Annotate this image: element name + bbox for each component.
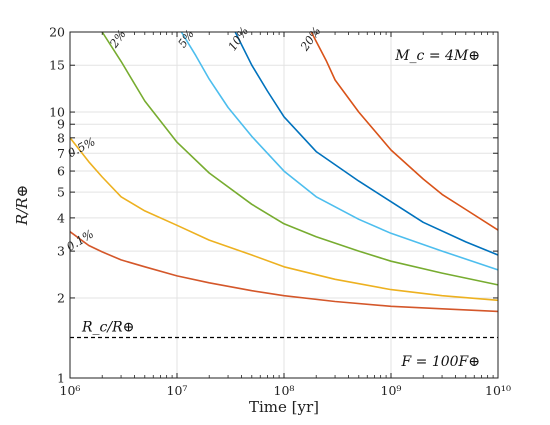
series-layer xyxy=(69,31,499,313)
y-tick-label: 5 xyxy=(57,185,65,200)
x-tick-label: 10⁶ xyxy=(60,383,81,398)
y-tick-label: 15 xyxy=(49,58,65,73)
grid xyxy=(70,32,498,378)
series-label-1: 0.1% xyxy=(64,227,96,254)
y-tick-label: 9 xyxy=(57,117,65,132)
series-line-2 xyxy=(69,137,499,302)
x-tick-label: 10¹⁰ xyxy=(485,383,511,398)
x-tick-label: 10⁸ xyxy=(274,383,295,398)
x-axis-label: Time [yr] xyxy=(249,398,319,416)
core-radius-label: R_c/R⊕ xyxy=(81,319,134,335)
y-tick-label: 20 xyxy=(49,25,65,40)
series-line-4 xyxy=(180,31,499,271)
series-label-4: 5% xyxy=(175,27,197,50)
y-tick-label: 3 xyxy=(57,244,65,259)
series-line-6 xyxy=(310,31,499,231)
y-axis-label: R/R⊕ xyxy=(13,185,31,226)
y-tick-label: 10 xyxy=(49,105,65,120)
ticks xyxy=(69,31,499,379)
y-tick-label: 2 xyxy=(57,290,65,305)
y-tick-label: 4 xyxy=(57,210,65,225)
flux-annotation: F = 100F⊕ xyxy=(400,354,480,370)
axis-titles: Time [yr] R/R⊕ xyxy=(13,185,319,416)
series-line-1 xyxy=(69,231,499,313)
series-line-3 xyxy=(101,31,499,286)
y-tick-label: 1 xyxy=(57,371,65,386)
series-label-3: 2% xyxy=(106,27,129,51)
y-tick-label: 6 xyxy=(57,164,65,179)
x-tick-label: 10⁹ xyxy=(381,383,402,398)
y-tick-label: 7 xyxy=(57,146,65,161)
series-label-5: 10% xyxy=(225,24,251,53)
core-mass-annotation: M_c = 4M⊕ xyxy=(394,48,480,64)
x-tick-label: 10⁷ xyxy=(167,383,188,398)
y-tick-label: 8 xyxy=(57,130,65,145)
series-line-5 xyxy=(234,31,499,256)
